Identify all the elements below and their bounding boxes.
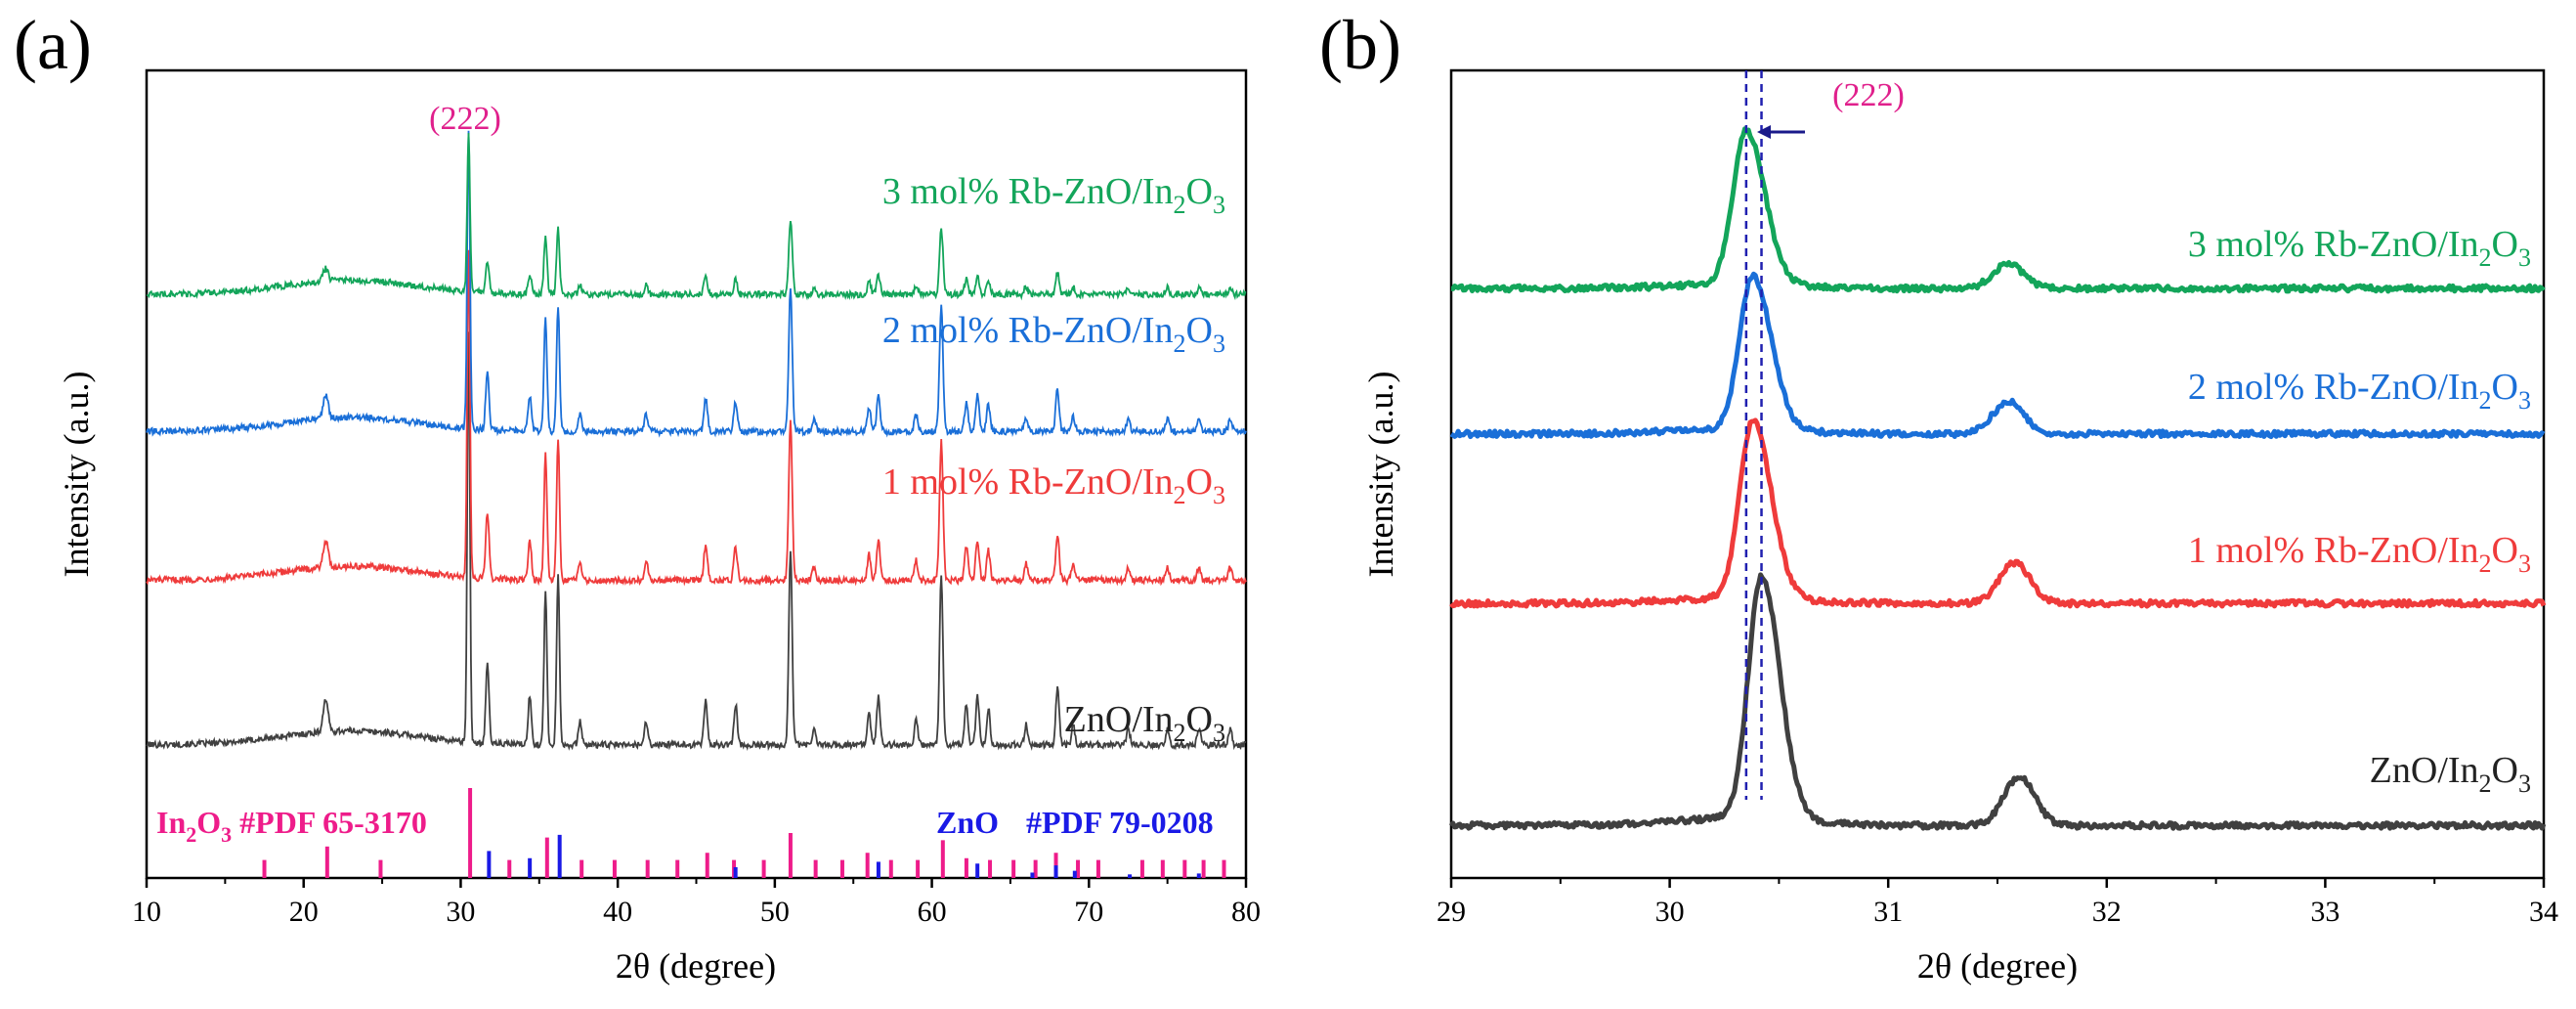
label-subscript: 3 — [1213, 191, 1225, 219]
label-text: O — [2492, 750, 2518, 791]
panel-a: (a) 10 20 30 40 50 60 70 80 (222) 3 mol% Rb-ZnO… — [14, 6, 1261, 986]
label-text: O — [2492, 367, 2518, 408]
panel-b-label-pure: ZnO/In2O3 — [2370, 750, 2531, 798]
panel-a-series-s1 — [146, 249, 1247, 587]
label-text: #PDF 65-3170 — [232, 805, 427, 840]
panel-a-in2o3-ref-label: In2O3 #PDF 65-3170 — [156, 805, 427, 847]
label-subscript: 2 — [1174, 191, 1186, 219]
panel-b: (b) 29 30 31 32 33 34 (222) 3 mol% Rb-ZnO/In2… — [1319, 6, 2558, 986]
x-tick-label: 34 — [2529, 896, 2558, 928]
label-subscript: 3 — [2518, 769, 2531, 798]
label-subscript: 2 — [186, 822, 196, 847]
label-subscript: 2 — [2479, 386, 2492, 415]
label-text: 3 mol% Rb-ZnO/In — [2188, 224, 2479, 265]
label-text: O — [1186, 310, 1213, 351]
panel-b-series-s0 — [1448, 572, 2547, 831]
label-text: In — [156, 805, 186, 840]
label-subscript: 2 — [2479, 549, 2492, 578]
panel-b-series-s1 — [1449, 417, 2547, 609]
panel-a-series-group — [146, 130, 1247, 752]
label-subscript: 3 — [221, 822, 232, 847]
x-tick-label: 33 — [2310, 896, 2340, 928]
panel-b-series-s3 — [1450, 126, 2546, 294]
panel-a-label-1mol: 1 mol% Rb-ZnO/In2O3 — [882, 461, 1225, 509]
label-subscript: 2 — [1174, 329, 1186, 358]
label-text: 3 mol% Rb-ZnO/In — [882, 171, 1174, 212]
x-tick-label: 70 — [1074, 896, 1103, 928]
panel-a-zno-ref-label: ZnO — [936, 805, 999, 840]
panel-b-x-axis-title: 2θ (degree) — [1917, 946, 2078, 986]
x-tick-label: 10 — [132, 896, 161, 928]
panel-b-shift-arrow — [1757, 125, 1805, 139]
label-text: 2 mol% Rb-ZnO/In — [882, 310, 1174, 351]
panel-b-series-group — [1448, 126, 2547, 831]
panel-b-x-ticks: 29 30 31 32 33 34 — [1437, 878, 2558, 928]
label-text: 2 mol% Rb-ZnO/In — [2188, 367, 2479, 408]
x-tick-label: 30 — [446, 896, 475, 928]
panel-a-zno-ref-pdf: #PDF 79-0208 — [1026, 805, 1214, 840]
panel-a-y-axis-title: Intensity (a.u.) — [57, 372, 96, 578]
panel-a-series-s0 — [146, 331, 1247, 752]
label-subscript: 3 — [2518, 549, 2531, 578]
label-subscript: 2 — [1174, 719, 1186, 747]
label-text: ZnO/In — [2370, 750, 2479, 791]
label-subscript: 3 — [1213, 481, 1225, 509]
panel-a-label-3mol: 3 mol% Rb-ZnO/In2O3 — [882, 171, 1225, 219]
arrow-head — [1757, 125, 1771, 139]
panel-a-x-ticks: 10 20 30 40 50 60 70 80 — [132, 878, 1261, 928]
panel-a-label-2mol: 2 mol% Rb-ZnO/In2O3 — [882, 310, 1225, 358]
label-subscript: 2 — [2479, 769, 2492, 798]
label-text: 1 mol% Rb-ZnO/In — [882, 461, 1174, 503]
label-text: 1 mol% Rb-ZnO/In — [2188, 530, 2479, 571]
x-tick-label: 32 — [2092, 896, 2122, 928]
label-subscript: 3 — [1213, 719, 1225, 747]
label-subscript: 2 — [2479, 243, 2492, 272]
label-subscript: 3 — [2518, 386, 2531, 415]
label-text: O — [1186, 699, 1213, 740]
label-text: O — [1186, 461, 1213, 503]
panel-b-y-axis-title: Intensity (a.u.) — [1361, 372, 1400, 578]
panel-b-dashed-lines — [1744, 70, 1763, 800]
panel-a-peak-222-label: (222) — [429, 101, 501, 137]
panel-b-series-s2 — [1449, 271, 2546, 440]
panel-b-label-3mol: 3 mol% Rb-ZnO/In2O3 — [2188, 224, 2531, 272]
label-subscript: 3 — [1213, 329, 1225, 358]
panel-b-label-2mol: 2 mol% Rb-ZnO/In2O3 — [2188, 367, 2531, 415]
label-text: ZnO/In — [1064, 699, 1174, 740]
x-tick-label: 29 — [1437, 896, 1466, 928]
x-tick-label: 31 — [1873, 896, 1903, 928]
x-tick-label: 50 — [760, 896, 790, 928]
label-text: O — [2492, 224, 2518, 265]
panel-b-label: (b) — [1319, 6, 1401, 84]
panel-a-series-s2 — [146, 130, 1247, 438]
x-tick-label: 40 — [603, 896, 632, 928]
panel-a-x-axis-title: 2θ (degree) — [616, 946, 776, 986]
label-subscript: 3 — [2518, 243, 2531, 272]
x-tick-label: 30 — [1655, 896, 1685, 928]
label-subscript: 2 — [1174, 481, 1186, 509]
x-tick-label: 20 — [289, 896, 319, 928]
panel-b-peak-222-label: (222) — [1832, 77, 1905, 113]
label-text: O — [196, 805, 221, 840]
panel-a-label: (a) — [14, 6, 92, 84]
label-text: O — [2492, 530, 2518, 571]
panel-b-label-1mol: 1 mol% Rb-ZnO/In2O3 — [2188, 530, 2531, 578]
x-tick-label: 80 — [1231, 896, 1261, 928]
x-tick-label: 60 — [918, 896, 947, 928]
label-text: O — [1186, 171, 1213, 212]
panel-a-series-s3 — [146, 132, 1247, 301]
panel-a-label-pure: ZnO/In2O3 — [1064, 699, 1225, 747]
panel-a-reference-lines — [262, 788, 1226, 878]
